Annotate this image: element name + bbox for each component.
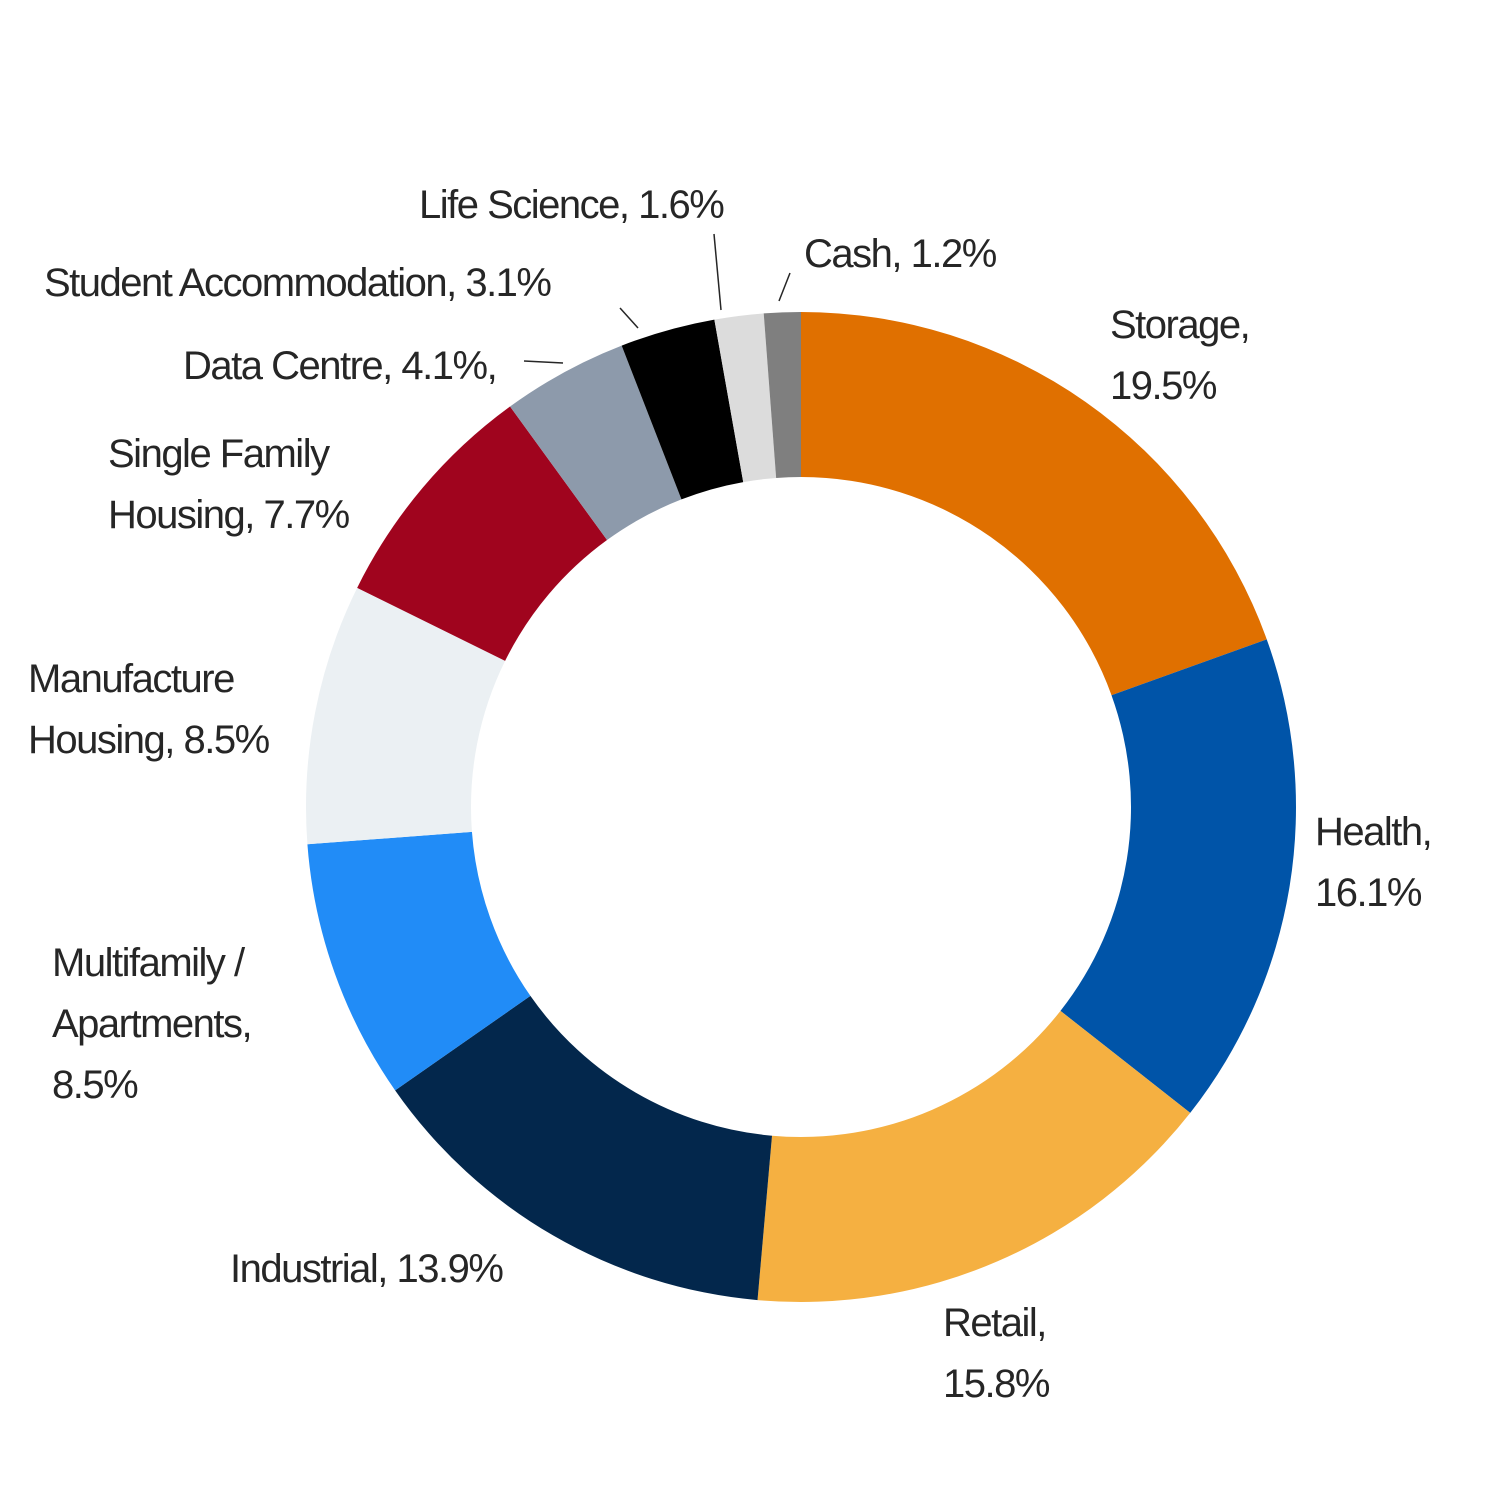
label-line: Student Accommodation, 3.1% — [44, 261, 551, 305]
label-storage: Storage, 19.5% — [1110, 303, 1249, 408]
label-line: Manufacture — [28, 657, 234, 701]
label-data-centre: Data Centre, 4.1%, — [183, 344, 496, 388]
slice-cash — [763, 312, 801, 478]
slice-health — [1060, 639, 1297, 1113]
slice-data-centre — [510, 345, 682, 541]
label-line: Single Family — [108, 432, 330, 476]
slice-multifamily-apartments — [307, 831, 531, 1091]
label-line: 8.5% — [52, 1063, 138, 1107]
label-single-family-housing: Single Family Housing, 7.7% — [108, 432, 350, 537]
leader-cash — [778, 272, 791, 302]
label-line: Housing, 8.5% — [28, 718, 270, 762]
slice-single-family-housing — [357, 406, 608, 661]
label-line: 16.1% — [1315, 871, 1422, 915]
label-line: 15.8% — [943, 1362, 1050, 1406]
slice-manufacture-housing — [306, 587, 506, 845]
slice-labels: Storage, 19.5% Health, 16.1% Retail, 15.8% Ind… — [28, 183, 1433, 1406]
label-line: Health, — [1315, 810, 1431, 854]
slice-industrial — [395, 995, 773, 1301]
label-manufacture-housing: Manufacture Housing, 8.5% — [28, 657, 270, 762]
label-multifamily-apartments: Multifamily / Apartments, 8.5% — [52, 941, 251, 1107]
leader-student-accommodation — [619, 307, 639, 329]
slice-retail — [757, 1010, 1191, 1303]
slice-life-science — [714, 313, 777, 483]
leader-data-centre — [523, 360, 564, 364]
label-health: Health, 16.1% — [1315, 810, 1431, 915]
label-line: Storage, — [1110, 303, 1249, 347]
label-line: Industrial, 13.9% — [230, 1247, 503, 1291]
label-cash: Cash, 1.2% — [804, 232, 997, 276]
label-retail: Retail, 15.8% — [943, 1301, 1050, 1406]
label-life-science: Life Science, 1.6% — [419, 183, 724, 227]
label-student-accommodation: Student Accommodation, 3.1% — [44, 261, 551, 305]
label-industrial: Industrial, 13.9% — [230, 1247, 503, 1291]
label-line: 19.5% — [1110, 364, 1217, 408]
leader-life-science — [713, 233, 722, 311]
leader-lines — [523, 233, 791, 364]
label-line: Apartments, — [52, 1002, 251, 1046]
donut-slices — [306, 312, 1297, 1303]
label-line: Housing, 7.7% — [108, 493, 350, 537]
label-line: Life Science, 1.6% — [419, 183, 724, 227]
label-line: Data Centre, 4.1%, — [183, 344, 496, 388]
label-line: Cash, 1.2% — [804, 232, 997, 276]
label-line: Multifamily / — [52, 941, 246, 985]
slice-storage — [801, 312, 1267, 696]
slice-student-accommodation — [621, 319, 744, 500]
label-line: Retail, — [943, 1301, 1046, 1345]
